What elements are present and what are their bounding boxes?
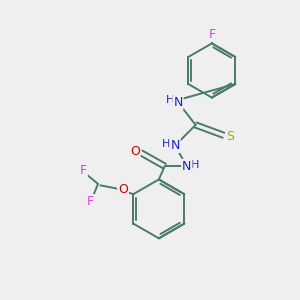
Text: F: F — [80, 164, 87, 177]
Text: H: H — [162, 139, 170, 149]
Text: F: F — [208, 28, 215, 41]
Text: N: N — [182, 160, 191, 173]
Text: N: N — [170, 139, 180, 152]
Text: H: H — [191, 160, 199, 170]
Text: O: O — [130, 145, 140, 158]
Text: S: S — [226, 130, 234, 143]
Text: N: N — [173, 96, 183, 109]
Text: F: F — [87, 195, 94, 208]
Text: H: H — [166, 95, 174, 105]
Text: O: O — [118, 183, 128, 196]
